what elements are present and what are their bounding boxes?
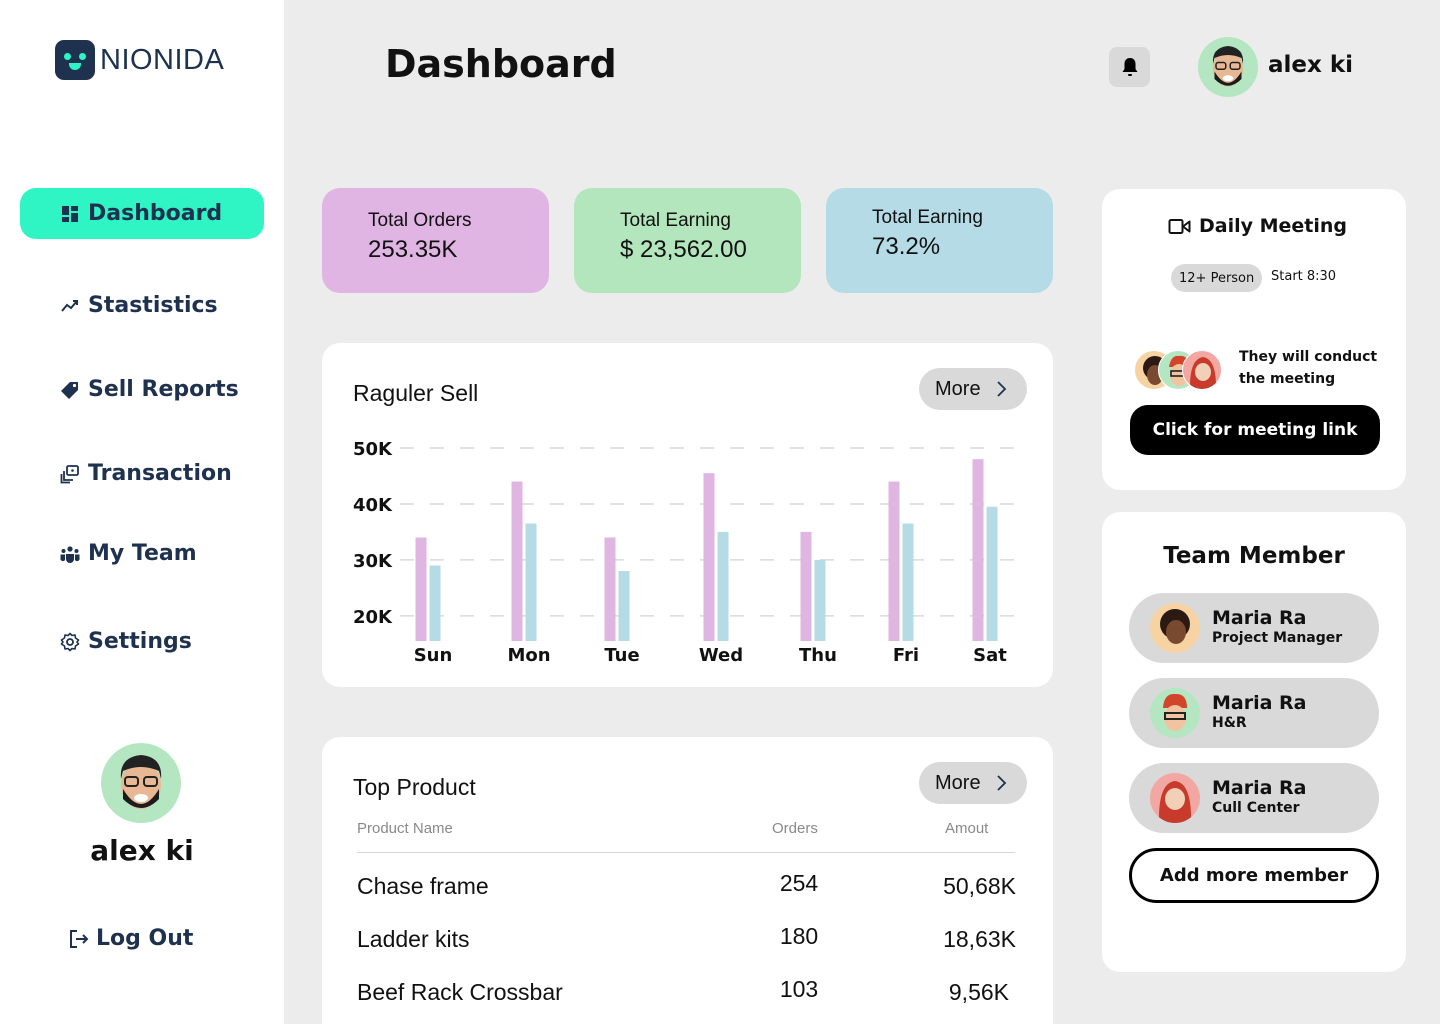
sidebar-user-name: alex ki: [90, 834, 194, 867]
sidebar-item-dashboard[interactable]: Dashboard: [20, 188, 264, 239]
chevron-right-icon: [996, 381, 1006, 397]
column-header-orders[interactable]: Orders: [772, 820, 818, 837]
sidebar-item-statistics[interactable]: Stastistics: [20, 280, 264, 331]
sidebar-item-sell-reports[interactable]: Sell Reports: [20, 364, 264, 415]
product-name: Ladder kits: [357, 926, 470, 952]
product-orders: 180: [779, 923, 819, 949]
product-orders: 103: [779, 976, 819, 1002]
bell-icon: [1122, 58, 1137, 76]
page-title: Dashboard: [385, 42, 617, 86]
sidebar-item-label: Stastistics: [88, 293, 218, 318]
gear-icon: [60, 632, 80, 652]
user-avatar[interactable]: [101, 743, 181, 823]
host-avatar: [1182, 350, 1222, 390]
header-user-name[interactable]: alex ki: [1268, 52, 1354, 78]
member-role: Cull Center: [1212, 800, 1300, 816]
stat-label: Total Earning: [872, 207, 983, 228]
brand-name: NIONIDA: [100, 43, 225, 76]
stat-card-earning-percent: Total Earning 73.2%: [826, 188, 1053, 293]
grid-icon: [60, 204, 80, 224]
product-amount: 18,63K: [943, 926, 1016, 952]
meeting-start-time: Start 8:30: [1271, 269, 1337, 284]
more-label: More: [935, 377, 981, 400]
top-product-title: Top Product: [353, 774, 476, 800]
member-name: Maria Ra: [1212, 777, 1307, 799]
member-avatar: [1150, 603, 1200, 653]
column-header-product[interactable]: Product Name: [357, 820, 453, 837]
logout-button[interactable]: Log Out: [68, 926, 193, 951]
header-avatar[interactable]: [1198, 37, 1258, 97]
sidebar-item-settings[interactable]: Settings: [20, 616, 264, 667]
product-amount: 9,56K: [948, 979, 1009, 1005]
team-member-item[interactable]: Maria Ra Cull Center: [1129, 763, 1379, 833]
meeting-title: Daily Meeting: [1168, 215, 1347, 237]
member-name: Maria Ra: [1212, 692, 1307, 714]
stat-label: Total Orders: [368, 210, 472, 231]
stat-label: Total Earning: [620, 210, 731, 231]
notification-button[interactable]: [1109, 47, 1150, 87]
product-amount: 50,68K: [943, 873, 1016, 899]
member-avatar: [1150, 773, 1200, 823]
logo-icon: [55, 40, 95, 80]
member-avatar: [1150, 688, 1200, 738]
meeting-host-note: They will conduct the meeting: [1239, 346, 1377, 390]
more-label: More: [935, 771, 981, 794]
host-note-line: They will conduct: [1239, 349, 1378, 365]
meeting-title-text: Daily Meeting: [1199, 215, 1348, 237]
chevron-right-icon: [996, 775, 1006, 791]
sidebar-item-label: Dashboard: [88, 201, 223, 226]
host-avatar-stack: [1134, 350, 1226, 392]
product-name: Chase frame: [357, 873, 489, 899]
logout-icon: [70, 929, 89, 948]
sidebar-item-label: My Team: [88, 541, 197, 566]
sales-more-button[interactable]: More: [919, 368, 1027, 410]
trend-up-icon: [60, 296, 80, 316]
tag-icon: [60, 380, 80, 400]
team-member-item[interactable]: Maria Ra Project Manager: [1129, 593, 1379, 663]
stat-value: $ 23,562.00: [620, 236, 747, 263]
logout-label: Log Out: [96, 926, 194, 951]
host-note-line: the meeting: [1239, 371, 1336, 387]
stat-value: 73.2%: [872, 233, 941, 260]
column-header-amount[interactable]: Amout: [945, 820, 989, 837]
member-role: H&R: [1212, 715, 1247, 731]
meeting-link-button[interactable]: Click for meeting link: [1130, 405, 1380, 455]
sidebar-item-my-team[interactable]: My Team: [20, 528, 264, 579]
transaction-icon: [60, 464, 80, 484]
stat-value: 253.35K: [368, 236, 458, 263]
stat-card-total-orders: Total Orders 253.35K: [322, 188, 549, 293]
team-icon: [60, 544, 80, 564]
team-title: Team Member: [1163, 543, 1345, 569]
team-member-item[interactable]: Maria Ra H&R: [1129, 678, 1379, 748]
sidebar-item-label: Sell Reports: [88, 377, 239, 402]
table-divider: [357, 852, 1015, 853]
sidebar-item-label: Settings: [88, 629, 192, 654]
video-camera-icon: [1168, 218, 1191, 234]
stat-card-total-earning: Total Earning $ 23,562.00: [574, 188, 801, 293]
member-role: Project Manager: [1212, 630, 1343, 646]
chart-title: Raguler Sell: [353, 380, 479, 406]
add-member-button[interactable]: Add more member: [1129, 848, 1379, 903]
product-name: Beef Rack Crossbar: [357, 979, 563, 1005]
sidebar: NIONIDA Dashboard Stastistics Sell Repor…: [0, 0, 284, 1024]
persons-badge: 12+ Person: [1171, 264, 1263, 292]
product-orders: 254: [779, 870, 819, 896]
brand-logo[interactable]: NIONIDA: [55, 40, 224, 80]
sidebar-item-label: Transaction: [88, 461, 232, 486]
sidebar-item-transaction[interactable]: Transaction: [20, 448, 264, 499]
member-name: Maria Ra: [1212, 607, 1307, 629]
top-product-more-button[interactable]: More: [919, 762, 1027, 804]
